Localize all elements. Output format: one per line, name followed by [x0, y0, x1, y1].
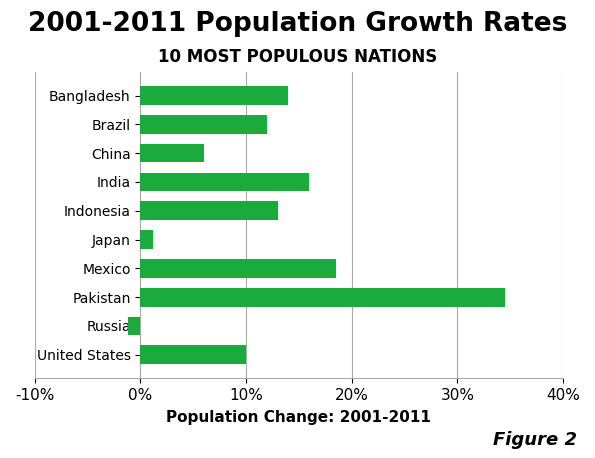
Bar — [140, 173, 309, 191]
Bar — [140, 144, 203, 163]
Text: Figure 2: Figure 2 — [493, 431, 577, 449]
Bar — [140, 345, 246, 364]
Bar — [128, 316, 140, 335]
Text: 2001-2011 Population Growth Rates: 2001-2011 Population Growth Rates — [28, 11, 567, 38]
Bar — [140, 230, 153, 249]
Bar — [140, 288, 505, 306]
Bar — [140, 115, 267, 134]
Bar — [140, 202, 278, 220]
Bar — [140, 86, 289, 105]
Text: 10 MOST POPULOUS NATIONS: 10 MOST POPULOUS NATIONS — [158, 48, 437, 66]
X-axis label: Population Change: 2001-2011: Population Change: 2001-2011 — [167, 409, 431, 425]
Bar — [140, 259, 336, 278]
